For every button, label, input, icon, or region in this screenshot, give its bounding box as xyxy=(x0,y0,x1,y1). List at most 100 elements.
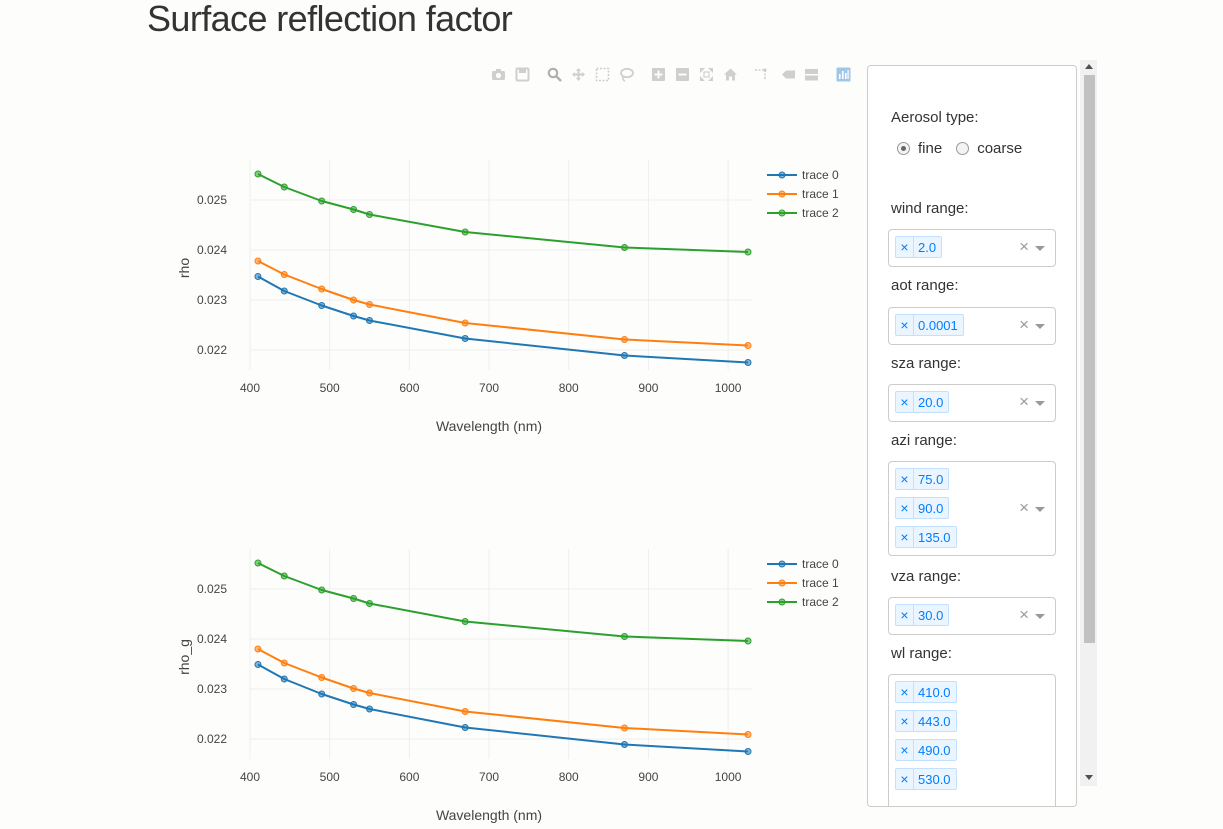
rho-chart-data-point[interactable] xyxy=(254,273,262,280)
rho-g-chart-legend-label[interactable]: trace 2 xyxy=(802,595,839,609)
rho-g-chart-data-point[interactable] xyxy=(621,741,629,748)
remove-value-icon[interactable]: × xyxy=(896,769,914,789)
wl-range-dropdown[interactable]: × 410.0 × 443.0 × 490.0 × 530.0 xyxy=(888,674,1056,806)
rho-g-chart-series-line-trace-1[interactable] xyxy=(257,648,749,736)
pan-button[interactable] xyxy=(568,64,588,84)
autoscale-button[interactable] xyxy=(696,64,716,84)
dropdown-arrow-icon[interactable] xyxy=(1035,324,1045,329)
rho-chart-data-point[interactable] xyxy=(280,287,288,295)
rho-chart-data-point[interactable] xyxy=(318,197,326,205)
radio-coarse[interactable] xyxy=(956,142,970,155)
rho-g-chart-data-point[interactable] xyxy=(254,661,262,668)
rho-g-chart-data-point[interactable] xyxy=(318,586,326,594)
clear-selection-icon[interactable]: × xyxy=(1019,237,1029,256)
radio-fine[interactable] xyxy=(897,142,910,155)
rho-g-chart-data-point[interactable] xyxy=(254,645,262,653)
rho-chart-legend-label[interactable]: trace 0 xyxy=(802,168,839,182)
rho-chart-series-line-trace-2[interactable] xyxy=(257,173,749,253)
rho-chart-data-point[interactable] xyxy=(621,336,629,343)
rho-chart-data-point[interactable] xyxy=(254,257,262,265)
rho-chart-svg[interactable]: 400 500 600 700 800 900 1000 0.022 0.023 0.024 0.0… xyxy=(160,160,860,435)
rho-chart-legend-label[interactable]: trace 2 xyxy=(802,206,839,220)
rho-g-chart-data-point[interactable] xyxy=(350,701,358,708)
remove-value-icon[interactable]: × xyxy=(896,237,914,257)
spike-lines-button[interactable] xyxy=(750,64,770,84)
rho-g-chart-data-point[interactable] xyxy=(318,674,326,681)
rho-chart-series-line-trace-1[interactable] xyxy=(257,260,749,347)
hover-closest-button[interactable] xyxy=(778,64,798,84)
rho-g-chart-series-line-trace-2[interactable] xyxy=(257,562,749,642)
rho-g-chart-series-line-trace-0[interactable] xyxy=(257,663,749,753)
rho-g-chart-data-point[interactable] xyxy=(350,595,358,602)
dropdown-arrow-icon[interactable] xyxy=(1035,506,1045,512)
hover-compare-button[interactable] xyxy=(801,64,821,84)
rho-g-chart-data-point[interactable] xyxy=(621,633,629,640)
rho-g-chart-data-point[interactable] xyxy=(744,748,752,755)
remove-value-icon[interactable]: × xyxy=(896,711,914,731)
rho-g-chart-data-point[interactable] xyxy=(461,724,469,731)
rho-g-chart-data-point[interactable] xyxy=(318,690,326,698)
rho-chart-data-point[interactable] xyxy=(280,183,288,191)
rho-chart-series-line-trace-0[interactable] xyxy=(257,275,749,364)
rho-g-chart-data-point[interactable] xyxy=(744,637,752,645)
rho-g-chart-data-point[interactable] xyxy=(280,675,288,683)
clear-selection-icon[interactable]: × xyxy=(1019,392,1029,411)
rho-chart-data-point[interactable] xyxy=(318,285,326,293)
reset-axes-button[interactable] xyxy=(720,64,740,84)
rho-chart-legend-marker[interactable] xyxy=(778,190,786,198)
rho-chart-data-point[interactable] xyxy=(366,301,374,308)
rho-chart-data-point[interactable] xyxy=(744,359,752,366)
clear-selection-icon[interactable]: × xyxy=(1019,497,1029,517)
rho-g-chart-data-point[interactable] xyxy=(280,572,288,580)
scroll-up-arrow-icon[interactable] xyxy=(1085,64,1093,69)
scroll-down-arrow-icon[interactable] xyxy=(1085,775,1093,780)
rho-chart-data-point[interactable] xyxy=(461,228,469,236)
aerosol-option-coarse[interactable]: coarse xyxy=(956,140,1022,157)
scroll-thumb[interactable] xyxy=(1084,75,1095,643)
plotly-logo-button[interactable] xyxy=(833,64,853,84)
rho-chart-data-point[interactable] xyxy=(461,335,469,342)
rho-chart-data-point[interactable] xyxy=(366,211,374,218)
clear-selection-icon[interactable]: × xyxy=(1019,605,1029,624)
rho-chart-data-point[interactable] xyxy=(318,302,326,309)
rho-chart-data-point[interactable] xyxy=(621,244,629,251)
rho-g-chart-legend-marker[interactable] xyxy=(778,598,786,606)
rho-g-chart-data-point[interactable] xyxy=(744,731,752,738)
rho-g-chart-legend-marker[interactable] xyxy=(778,579,786,587)
rho-g-chart-data-point[interactable] xyxy=(461,708,469,715)
aerosol-option-fine[interactable]: fine xyxy=(897,140,942,157)
rho-chart-data-point[interactable] xyxy=(254,170,262,178)
rho-chart-data-point[interactable] xyxy=(366,317,374,324)
rho-chart-data-point[interactable] xyxy=(461,319,469,327)
rho-g-chart-legend-label[interactable]: trace 0 xyxy=(802,557,839,571)
remove-value-icon[interactable]: × xyxy=(896,605,914,625)
zoom-in-button[interactable] xyxy=(648,64,668,84)
rho-g-chart-data-point[interactable] xyxy=(366,600,374,607)
rho-chart-legend-label[interactable]: trace 1 xyxy=(802,187,839,201)
box-select-button[interactable] xyxy=(592,64,612,84)
clear-selection-icon[interactable]: × xyxy=(1019,315,1029,334)
scrollbar[interactable] xyxy=(1080,60,1097,786)
rho-g-chart-legend-marker[interactable] xyxy=(778,560,786,568)
remove-value-icon[interactable]: × xyxy=(896,682,914,702)
dropdown-arrow-icon[interactable] xyxy=(1035,401,1045,406)
download-plot-button[interactable] xyxy=(488,64,508,84)
rho-g-chart-data-point[interactable] xyxy=(621,724,629,732)
rho-g-chart-legend-label[interactable]: trace 1 xyxy=(802,576,839,590)
rho-g-chart-data-point[interactable] xyxy=(461,618,469,625)
rho-chart-legend-marker[interactable] xyxy=(778,171,786,179)
zoom-button[interactable] xyxy=(544,64,564,84)
rho-g-chart-data-point[interactable] xyxy=(366,705,374,713)
remove-value-icon[interactable]: × xyxy=(896,740,914,760)
remove-value-icon[interactable]: × xyxy=(896,315,914,335)
rho-chart-data-point[interactable] xyxy=(621,352,629,359)
remove-value-icon[interactable]: × xyxy=(896,469,914,489)
wind-range-dropdown[interactable]: × 2.0 × xyxy=(888,229,1056,267)
rho-g-chart-data-point[interactable] xyxy=(366,689,374,697)
lasso-select-button[interactable] xyxy=(616,64,636,84)
dropdown-arrow-icon[interactable] xyxy=(1035,614,1045,619)
rho-chart-data-point[interactable] xyxy=(744,248,752,256)
rho-g-chart-svg[interactable]: 400 500 600 700 800 900 1000 0.022 0.023 0.024 0.0… xyxy=(160,549,860,824)
zoom-out-button[interactable] xyxy=(672,64,692,84)
rho-chart-data-point[interactable] xyxy=(280,271,288,278)
